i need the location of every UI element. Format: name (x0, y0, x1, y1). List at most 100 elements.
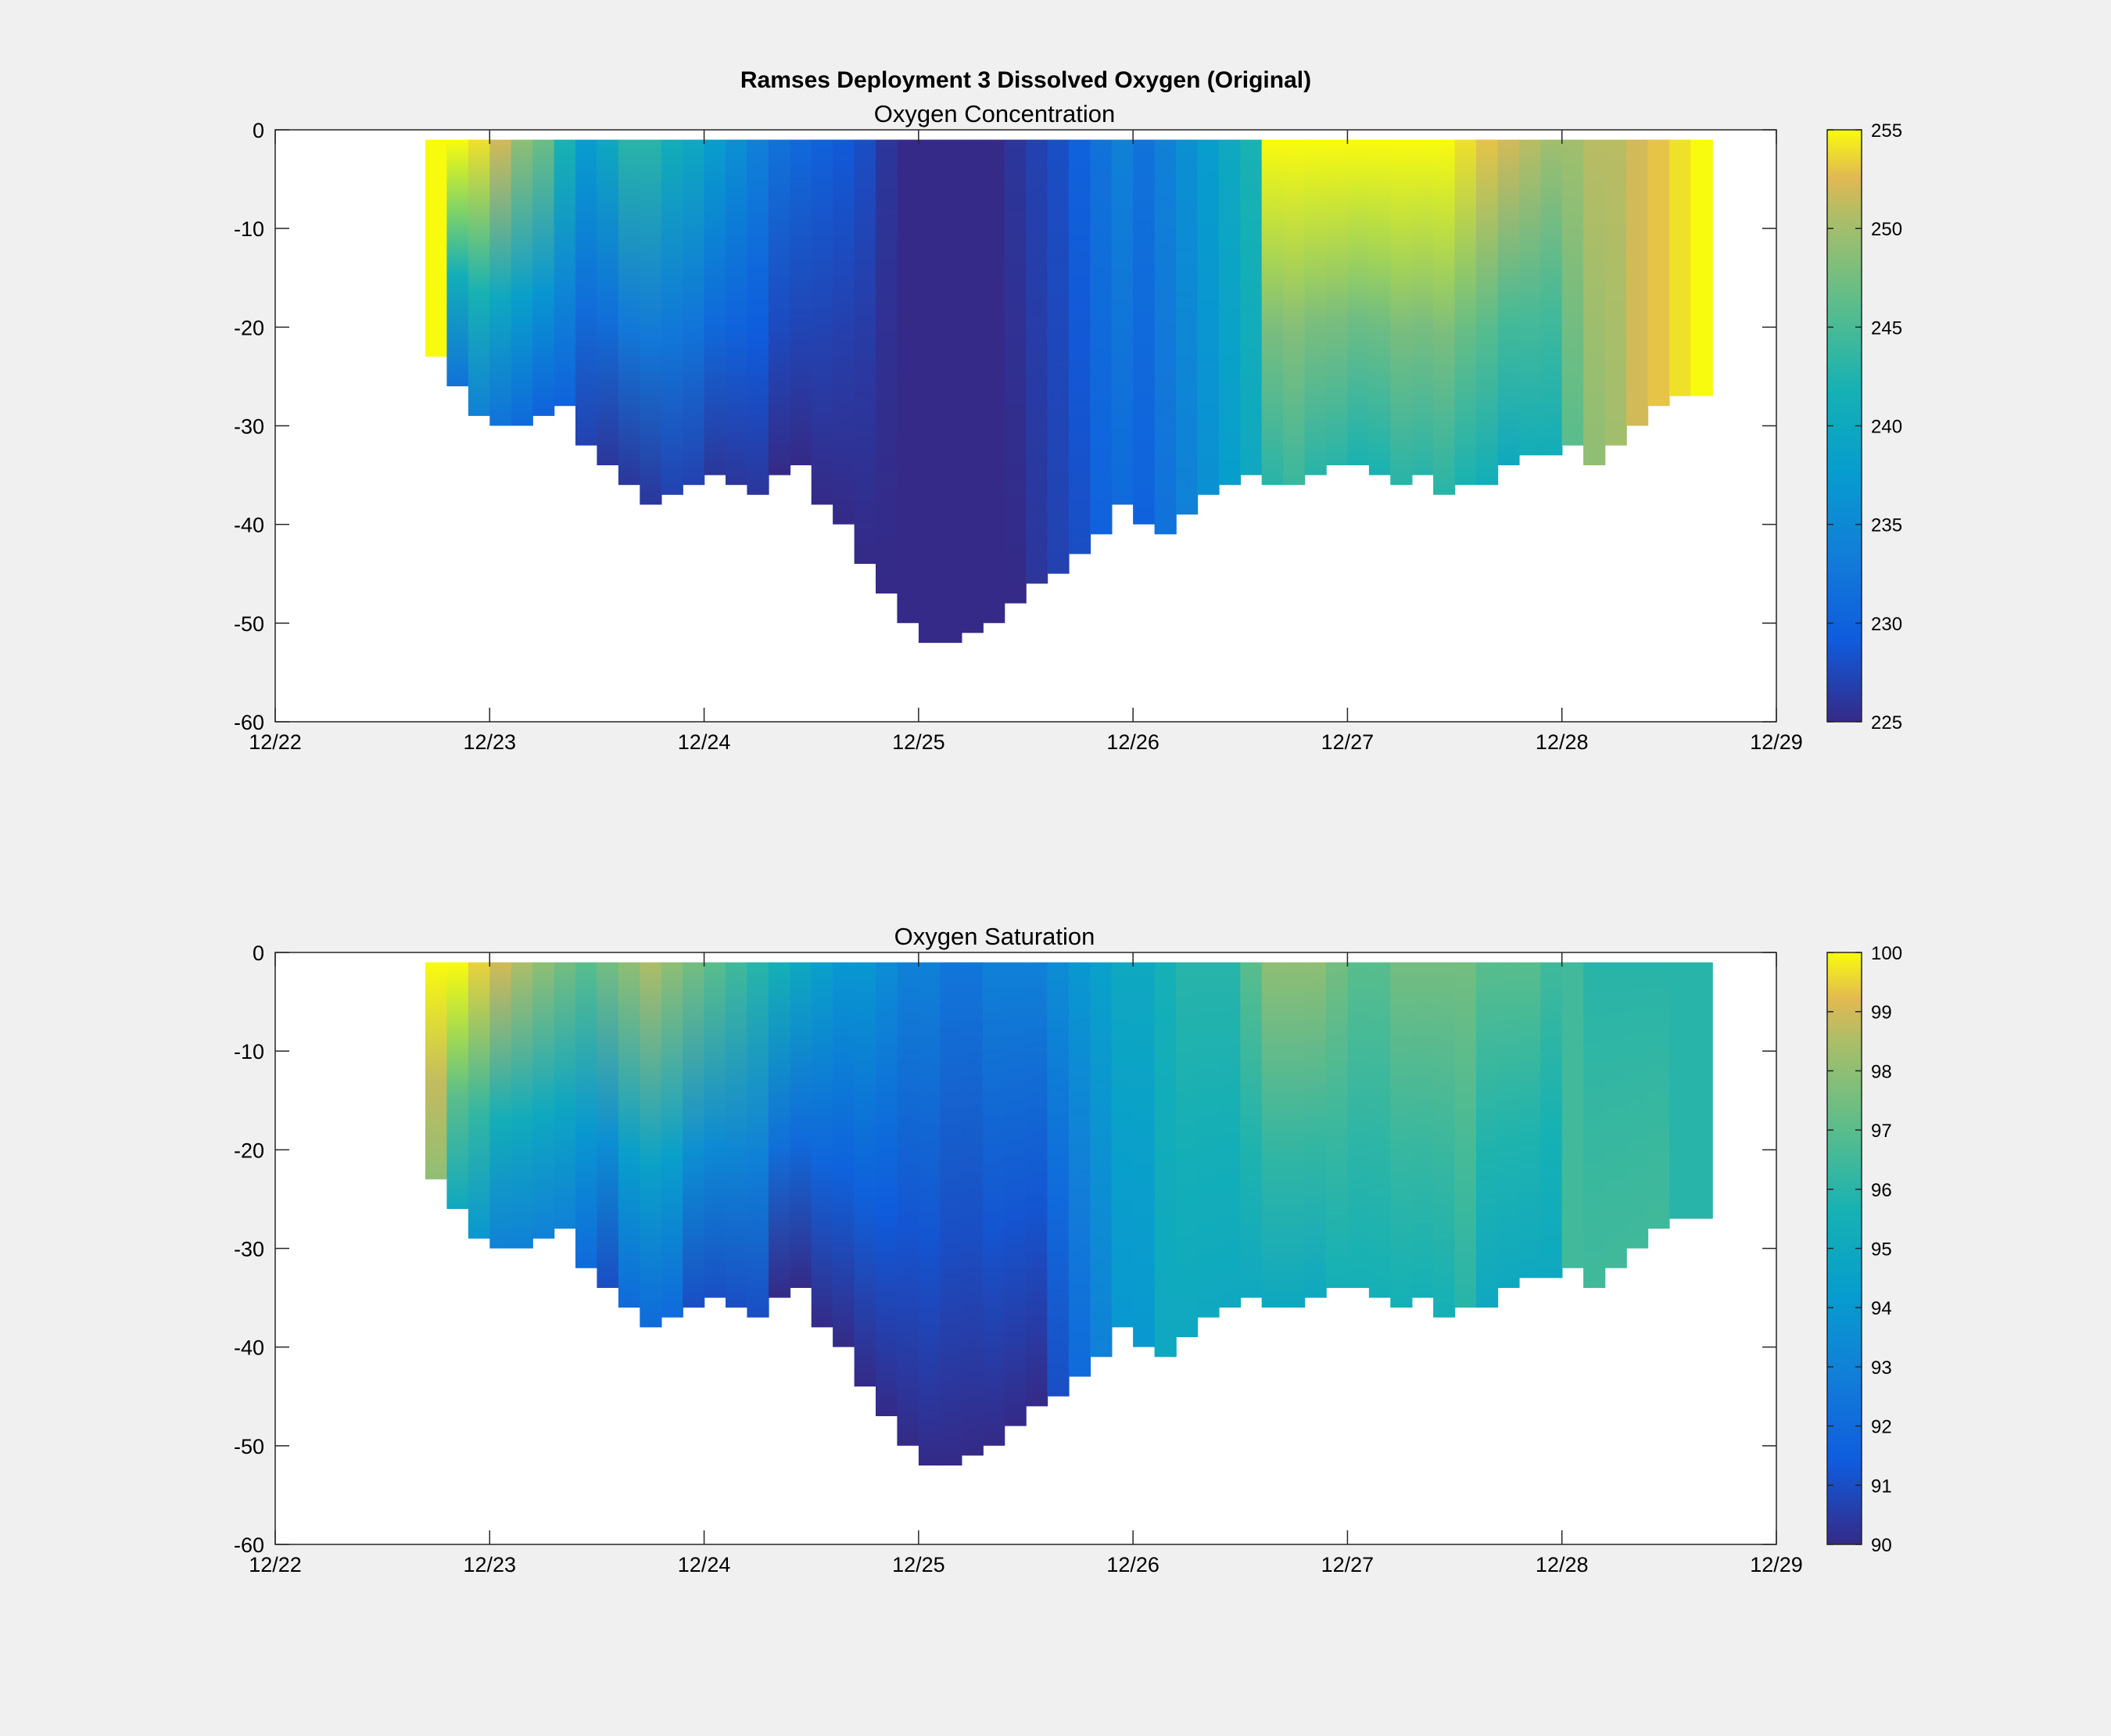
profile-column (1454, 962, 1477, 1308)
profile-column (833, 962, 855, 1347)
axes-title: Oxygen Concentration (874, 100, 1115, 127)
profile-column (1476, 139, 1499, 486)
profile-column (489, 139, 512, 426)
y-tick-label: 0 (253, 119, 264, 142)
profile-column (683, 962, 705, 1308)
profile-column (983, 962, 1005, 1446)
profile-column (768, 139, 791, 475)
profile-column (1133, 139, 1156, 525)
colorbar-tick-label: 240 (1871, 417, 1902, 438)
profile-column (489, 962, 512, 1249)
profile-column (554, 962, 576, 1229)
profile-column (1368, 139, 1392, 475)
profile-column (1004, 139, 1027, 604)
colorbar-tick-label: 250 (1871, 219, 1902, 240)
profile-column (1026, 139, 1048, 584)
axes-title: Oxygen Saturation (894, 923, 1095, 950)
profile-column (1304, 962, 1327, 1298)
profile-column (1368, 962, 1392, 1298)
x-tick-label: 12/23 (463, 730, 516, 754)
profile-column (1283, 139, 1306, 486)
profile-column (446, 139, 469, 386)
profile-column (446, 962, 469, 1209)
profile-column (1218, 962, 1242, 1308)
y-tick-label: -20 (234, 1139, 264, 1162)
y-tick-label: -10 (234, 217, 264, 241)
profile-column (961, 962, 984, 1456)
x-tick-label: 12/26 (1106, 730, 1159, 754)
profile-column (1347, 962, 1370, 1288)
profile-column (1390, 139, 1413, 486)
profile-column (1390, 962, 1413, 1308)
profile-column (1261, 139, 1284, 486)
profile-column (1433, 962, 1456, 1318)
profile-column (1218, 139, 1242, 486)
profile-column (704, 139, 726, 475)
profile-column (1647, 962, 1670, 1229)
profile-column (1090, 139, 1113, 535)
colorbar-tick-label: 245 (1871, 317, 1902, 339)
profile-column (768, 962, 791, 1298)
y-tick-label: -60 (234, 711, 264, 734)
colorbar-tick-label: 99 (1871, 1003, 1892, 1024)
profile-column (575, 962, 598, 1268)
y-tick-label: 0 (253, 942, 264, 965)
profile-column (1454, 139, 1477, 486)
profile-column (747, 139, 769, 495)
profile-column (1090, 962, 1113, 1358)
x-tick-label: 12/24 (678, 730, 731, 754)
profile-column (640, 139, 662, 505)
profile-column (726, 962, 748, 1308)
profile-column (1561, 962, 1584, 1268)
profile-column (1197, 139, 1220, 495)
profile-column (1026, 962, 1048, 1407)
profile-column (833, 139, 855, 525)
x-tick-label: 12/23 (463, 1553, 516, 1576)
profile-columns (425, 962, 1713, 1466)
profile-column (1540, 962, 1563, 1279)
profile-column (1068, 962, 1091, 1377)
profile-column (1701, 962, 1713, 1219)
profile-column (918, 962, 941, 1466)
profile-column (1690, 139, 1702, 396)
profile-column (1497, 139, 1520, 465)
profile-columns (425, 139, 1713, 644)
profile-column (1668, 139, 1692, 396)
y-tick-label: -50 (234, 1435, 264, 1458)
profile-column (1133, 962, 1156, 1347)
colorbar: 100 99 98 97 96 95 94 93 92 91 90 (1826, 943, 1902, 1556)
profile-column (1326, 962, 1349, 1288)
profile-column (661, 139, 683, 495)
profile-column (1111, 139, 1134, 505)
x-tick-label: 12/25 (892, 1553, 945, 1576)
profile-column (1004, 962, 1027, 1426)
profile-column (1197, 962, 1220, 1318)
profile-column (961, 139, 984, 633)
profile-column (618, 962, 641, 1308)
x-tick-label: 12/22 (249, 1553, 302, 1576)
profile-column (575, 139, 598, 446)
colorbar-tick-label: 93 (1871, 1358, 1892, 1379)
profile-column (1176, 139, 1199, 515)
profile-column (468, 139, 491, 416)
y-tick-label: -30 (234, 415, 264, 439)
profile-column (425, 962, 448, 1180)
profile-column (747, 962, 769, 1318)
x-tick-label: 12/24 (678, 1553, 731, 1576)
profile-column (597, 139, 619, 465)
profile-column (1626, 962, 1649, 1249)
colorbar-tick-label: 92 (1871, 1417, 1892, 1438)
profile-column (790, 139, 812, 465)
profile-column (1476, 962, 1499, 1308)
profile-column (1240, 139, 1263, 475)
colorbar-tick-label: 94 (1871, 1298, 1892, 1319)
profile-column (640, 962, 662, 1328)
profile-column (1261, 962, 1284, 1308)
colorbar: 255 250 245 240 235 230 225 (1826, 120, 1902, 733)
profile-column (425, 139, 448, 357)
colorbar-tick-label: 230 (1871, 614, 1902, 635)
figure-title: Ramses Deployment 3 Dissolved Oxygen (Or… (740, 67, 1311, 93)
profile-column (1583, 139, 1606, 465)
profile-column (897, 139, 919, 623)
